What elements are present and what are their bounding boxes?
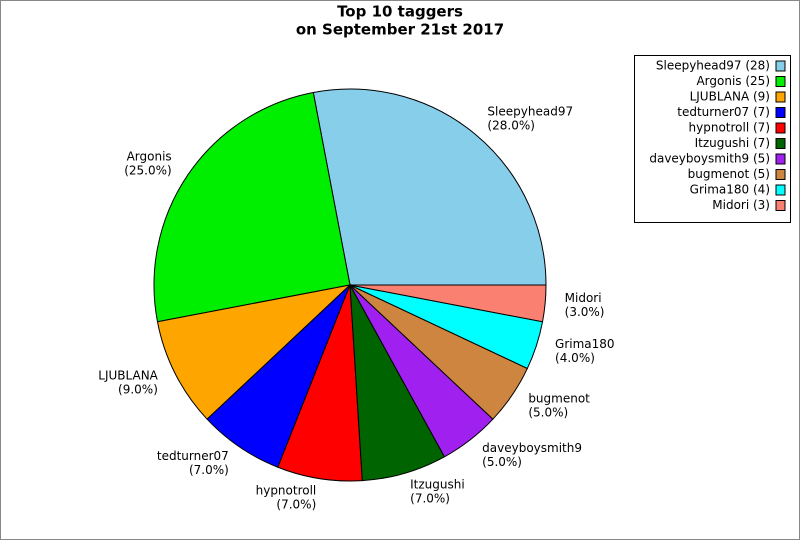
slice-value-label: (4.0%) bbox=[555, 351, 595, 365]
legend-label: LJUBLANA (9) bbox=[690, 90, 770, 104]
legend-swatch bbox=[775, 153, 786, 165]
legend-swatch bbox=[775, 138, 786, 149]
slice-value-label: (5.0%) bbox=[528, 406, 568, 420]
slice-value-label: (7.0%) bbox=[410, 492, 450, 506]
legend-label: Itzugushi (7) bbox=[695, 136, 770, 150]
legend-swatch bbox=[775, 60, 786, 72]
legend-swatch bbox=[775, 122, 786, 134]
slice-label: Argonis bbox=[127, 149, 172, 163]
legend-box bbox=[634, 55, 791, 223]
pie-slice bbox=[349, 284, 547, 323]
slice-value-label: (5.0%) bbox=[482, 455, 522, 469]
chart-title: Top 10 taggers bbox=[337, 3, 463, 21]
pie-slice bbox=[153, 91, 351, 323]
legend-label: daveyboysmith9 (5) bbox=[649, 152, 770, 166]
legend-swatch bbox=[775, 200, 786, 211]
legend-swatch bbox=[775, 107, 786, 118]
legend-swatch bbox=[775, 169, 786, 180]
legend-label: bugmenot (5) bbox=[688, 167, 770, 181]
legend-label: tedturner07 (7) bbox=[677, 105, 770, 119]
slice-label: LJUBLANA bbox=[98, 368, 158, 382]
slice-label: Grima180 bbox=[555, 337, 615, 351]
legend-swatch bbox=[775, 184, 786, 196]
slice-value-label: (3.0%) bbox=[565, 305, 605, 319]
slice-value-label: (25.0%) bbox=[124, 163, 171, 177]
slice-value-label: (7.0%) bbox=[276, 497, 316, 511]
slice-label: tedturner07 bbox=[157, 449, 229, 463]
slice-label: bugmenot bbox=[528, 392, 590, 406]
legend-label: Argonis (25) bbox=[696, 74, 770, 88]
legend-label: Midori (3) bbox=[712, 198, 770, 212]
slice-value-label: (7.0%) bbox=[189, 463, 229, 477]
slice-value-label: (28.0%) bbox=[487, 118, 534, 132]
pie-slice bbox=[312, 88, 547, 286]
legend-label: Sleepyhead97 (28) bbox=[656, 59, 770, 73]
legend-label: hypnotroll (7) bbox=[689, 121, 770, 135]
slice-value-label: (9.0%) bbox=[118, 382, 158, 396]
slice-label: daveyboysmith9 bbox=[482, 441, 582, 455]
legend-swatch bbox=[775, 91, 786, 103]
slice-label: Itzugushi bbox=[410, 478, 465, 492]
legend-label: Grima180 (4) bbox=[690, 183, 770, 197]
slice-label: Midori bbox=[565, 291, 602, 305]
legend-swatch bbox=[775, 76, 786, 87]
pie-slice bbox=[156, 284, 352, 420]
slice-label: hypnotroll bbox=[256, 483, 317, 497]
slice-label: Sleepyhead97 bbox=[487, 104, 573, 118]
chart-subtitle: on September 21st 2017 bbox=[296, 21, 504, 39]
